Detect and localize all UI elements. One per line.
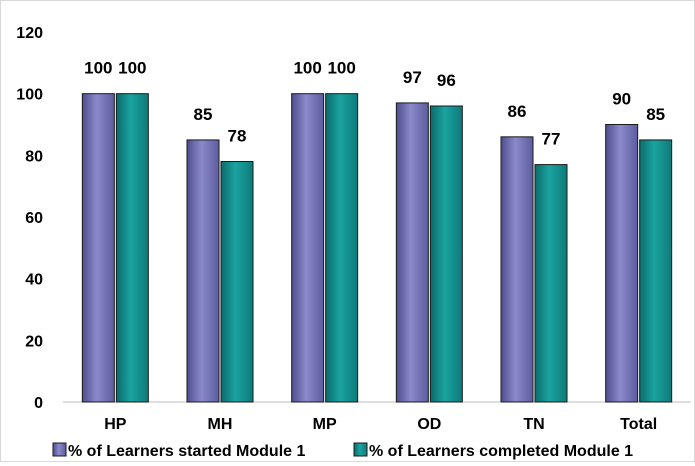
data-label: 97 <box>403 68 422 87</box>
bar-completed-tn <box>534 164 568 403</box>
legend-label-started: % of Learners started Module 1 <box>68 443 305 460</box>
data-label: 100 <box>84 59 112 78</box>
bar-completed-total <box>639 139 673 403</box>
bar-started-total <box>605 124 639 403</box>
bar-started-tn <box>500 136 534 403</box>
x-tick-label: HP <box>104 416 127 433</box>
data-label: 100 <box>118 59 146 78</box>
bar-completed-mh <box>220 161 254 403</box>
bar-started-mh <box>186 139 220 403</box>
data-label: 78 <box>228 127 247 146</box>
y-tick-label: 0 <box>34 395 43 412</box>
bar-completed-mp <box>325 93 359 403</box>
y-tick-label: 60 <box>25 210 43 227</box>
bars <box>81 93 673 403</box>
y-tick-label: 120 <box>16 25 43 42</box>
data-label: 77 <box>542 130 561 149</box>
data-label: 100 <box>327 59 355 78</box>
x-tick-label: TN <box>523 416 544 433</box>
y-tick-label: 40 <box>25 272 43 289</box>
x-axis-labels: HP MH MP OD TN Total <box>104 416 657 433</box>
y-tick-label: 100 <box>16 87 43 104</box>
bar-completed-od <box>429 105 463 403</box>
legend-swatch-started <box>52 442 67 457</box>
bar-completed-hp <box>115 93 149 403</box>
legend-label-completed: % of Learners completed Module 1 <box>369 443 633 460</box>
y-axis-ticks: 0 20 40 60 80 100 120 <box>16 25 43 412</box>
x-tick-label: OD <box>417 416 441 433</box>
data-label: 85 <box>194 105 213 124</box>
data-label: 96 <box>437 71 456 90</box>
bar-started-mp <box>291 93 325 403</box>
legend-swatch-completed <box>353 442 368 457</box>
data-label: 86 <box>508 102 527 121</box>
data-label: 100 <box>293 59 321 78</box>
x-tick-label: MP <box>313 416 337 433</box>
y-tick-label: 80 <box>25 148 43 165</box>
data-label: 85 <box>646 105 665 124</box>
data-label: 90 <box>612 90 631 109</box>
y-tick-label: 20 <box>25 333 43 350</box>
x-tick-label: Total <box>620 416 657 433</box>
x-tick-label: MH <box>208 416 233 433</box>
data-labels: 100 100 85 78 100 100 97 96 86 77 90 85 <box>84 59 665 149</box>
bar-started-od <box>395 102 429 403</box>
legend: % of Learners started Module 1 % of Learn… <box>52 442 633 460</box>
bar-started-hp <box>81 93 115 403</box>
